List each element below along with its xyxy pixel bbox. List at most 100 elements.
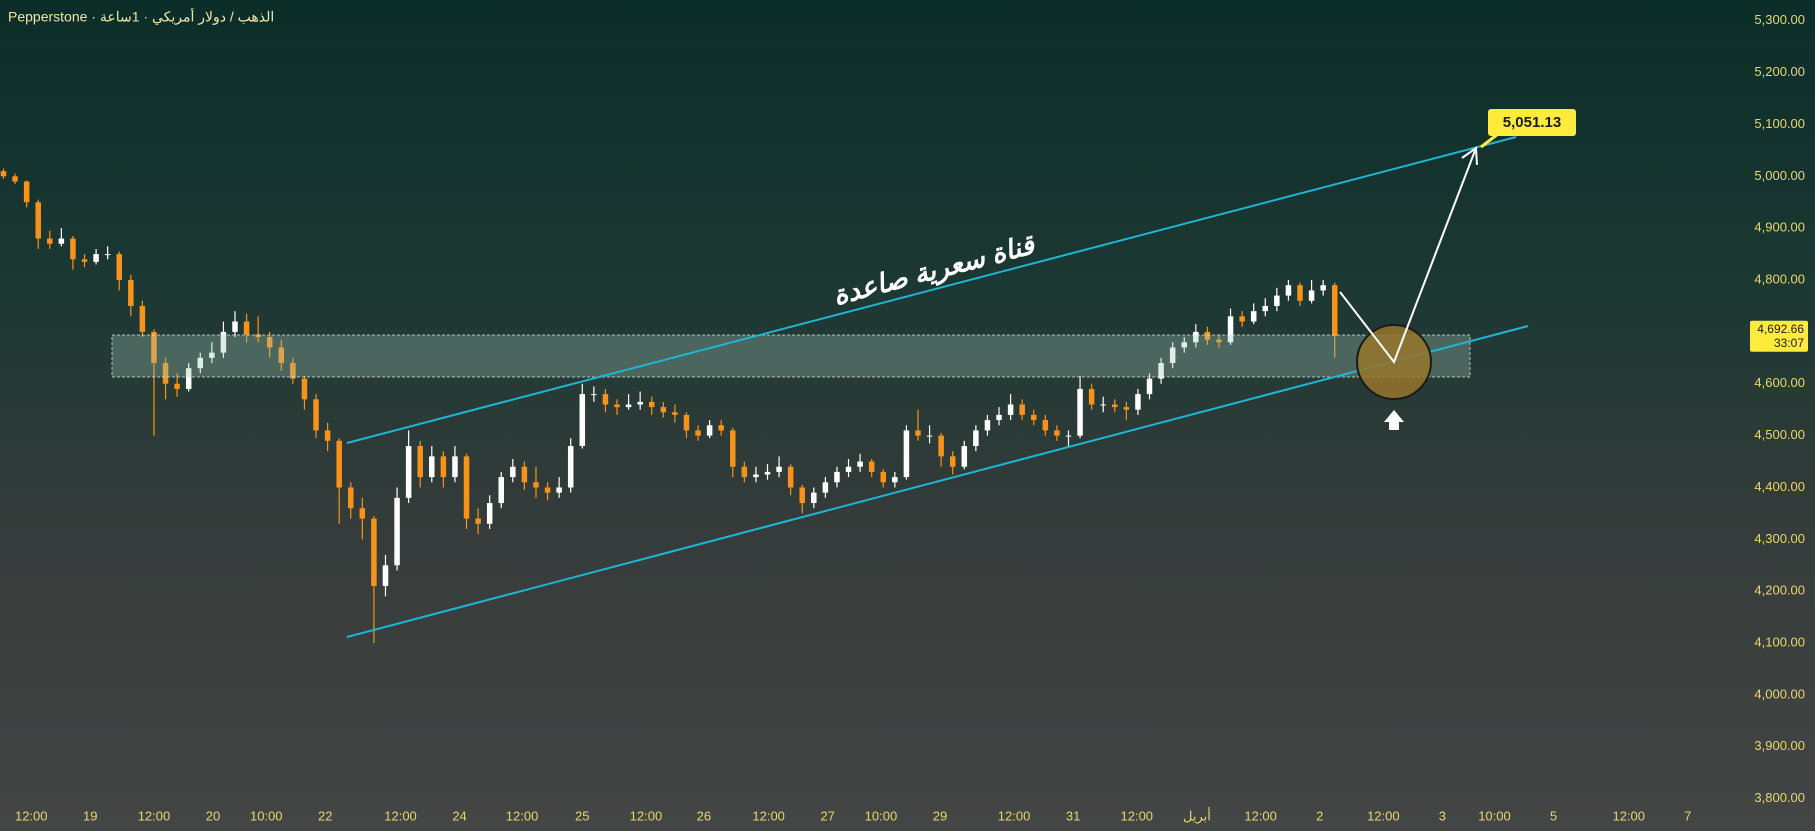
candles xyxy=(0,168,1338,644)
candle-body xyxy=(730,430,736,467)
axes: 3,800.00 3,900.00 4,000.00 4,100.00 4,200.00… xyxy=(15,12,1808,824)
candle-body xyxy=(35,202,41,239)
x-tick-label: 12:00 xyxy=(384,808,417,823)
last-price-label: 4,692.66 xyxy=(1757,322,1804,336)
candle-body xyxy=(255,334,261,338)
candle-body xyxy=(973,430,979,446)
candle-body xyxy=(521,466,528,483)
x-tick-label: 12:00 xyxy=(752,808,785,823)
candle-body xyxy=(834,471,840,483)
candle-body xyxy=(625,404,632,408)
candle-body xyxy=(348,487,354,509)
candle-body xyxy=(278,347,285,364)
y-tick-label: 4,100.00 xyxy=(1754,634,1805,649)
candle-body xyxy=(915,430,921,436)
candle-body xyxy=(556,487,562,493)
candle-body xyxy=(116,254,122,281)
candle-body xyxy=(475,518,481,524)
candle-body xyxy=(139,305,146,332)
y-tick-label: 4,600.00 xyxy=(1754,375,1805,390)
candle-body xyxy=(764,471,771,475)
y-tick-label: 5,000.00 xyxy=(1754,168,1805,183)
candle-body xyxy=(1308,290,1315,301)
candle-body xyxy=(660,407,667,413)
candle-body xyxy=(706,425,713,436)
target-label: 5,051.13 xyxy=(1503,114,1561,131)
candle-body xyxy=(498,477,504,504)
candle-body xyxy=(1274,295,1280,306)
candle-body xyxy=(1100,404,1106,406)
candle-body xyxy=(614,404,620,408)
y-tick-label: 4,300.00 xyxy=(1754,531,1805,546)
x-tick-label: 12:00 xyxy=(15,808,48,823)
candle-body xyxy=(359,508,366,519)
candle-body xyxy=(220,331,227,353)
candle-body xyxy=(845,466,852,472)
candle-body xyxy=(1239,316,1245,322)
candle-body xyxy=(1031,414,1037,421)
last-price-box xyxy=(1750,320,1808,352)
y-tick-label: 3,900.00 xyxy=(1754,738,1805,753)
candle-body xyxy=(926,435,933,437)
candle-body xyxy=(510,466,516,478)
candle-body xyxy=(1181,342,1187,348)
candle-body xyxy=(648,401,655,408)
candle-body xyxy=(567,445,574,488)
candle-body xyxy=(1123,407,1130,410)
candle-body xyxy=(996,414,1002,421)
x-tick-label: 3 xyxy=(1439,808,1446,823)
x-tick-label: 7 xyxy=(1684,808,1691,823)
x-tick-label: 10:00 xyxy=(250,808,283,823)
candle-body xyxy=(1088,388,1095,405)
candle-body xyxy=(0,171,7,177)
candle-body xyxy=(162,363,169,384)
x-tick-label: 19 xyxy=(83,808,97,823)
candle-body xyxy=(104,254,111,256)
candle-body xyxy=(324,430,331,441)
candle-body xyxy=(1054,430,1060,436)
candle-body xyxy=(371,518,377,587)
chart-title: Pepperstone · الذهب / دولار أمريكي · 1سا… xyxy=(8,7,274,26)
candle-body xyxy=(811,492,817,504)
candle-body xyxy=(1262,305,1269,312)
y-tick-label: 3,800.00 xyxy=(1754,790,1805,805)
x-tick-label: 29 xyxy=(933,808,947,823)
x-tick-label: 24 xyxy=(452,808,466,823)
candle-body xyxy=(417,445,423,478)
x-tick-label: 10:00 xyxy=(1478,808,1511,823)
candle-body xyxy=(290,363,296,379)
x-tick-label: 12:00 xyxy=(1244,808,1277,823)
candle-body xyxy=(822,482,829,493)
channel-lower xyxy=(346,325,1529,638)
candle-body xyxy=(868,461,875,472)
candle-body xyxy=(301,378,308,400)
candle-body xyxy=(1227,316,1234,343)
candle-body xyxy=(429,456,435,478)
candle-body xyxy=(741,466,748,478)
candle-body xyxy=(1169,347,1176,364)
candle-body xyxy=(753,474,759,478)
candle-body xyxy=(1077,388,1083,436)
y-tick-label: 4,200.00 xyxy=(1754,583,1805,598)
candle-body xyxy=(776,466,782,472)
candle-body xyxy=(70,238,76,260)
support-zone xyxy=(111,334,1471,378)
x-tick-label: 5 xyxy=(1550,808,1557,823)
x-tick-label: 20 xyxy=(206,808,220,823)
candle-body xyxy=(799,487,805,504)
countdown-label: 33:07 xyxy=(1774,336,1804,350)
x-tick-label: 12:00 xyxy=(630,808,663,823)
candle-body xyxy=(1216,339,1222,343)
x-tick-label: 27 xyxy=(820,808,834,823)
candle-body xyxy=(695,430,701,436)
candle-body xyxy=(440,456,447,478)
candle-body xyxy=(313,399,319,431)
candle-body xyxy=(1193,331,1199,343)
candle-body xyxy=(984,420,991,431)
candle-body xyxy=(1331,285,1338,336)
candle-body xyxy=(1019,404,1025,415)
candle-body xyxy=(12,176,18,182)
x-tick-label: 26 xyxy=(697,808,711,823)
x-tick-label: 2 xyxy=(1316,808,1323,823)
